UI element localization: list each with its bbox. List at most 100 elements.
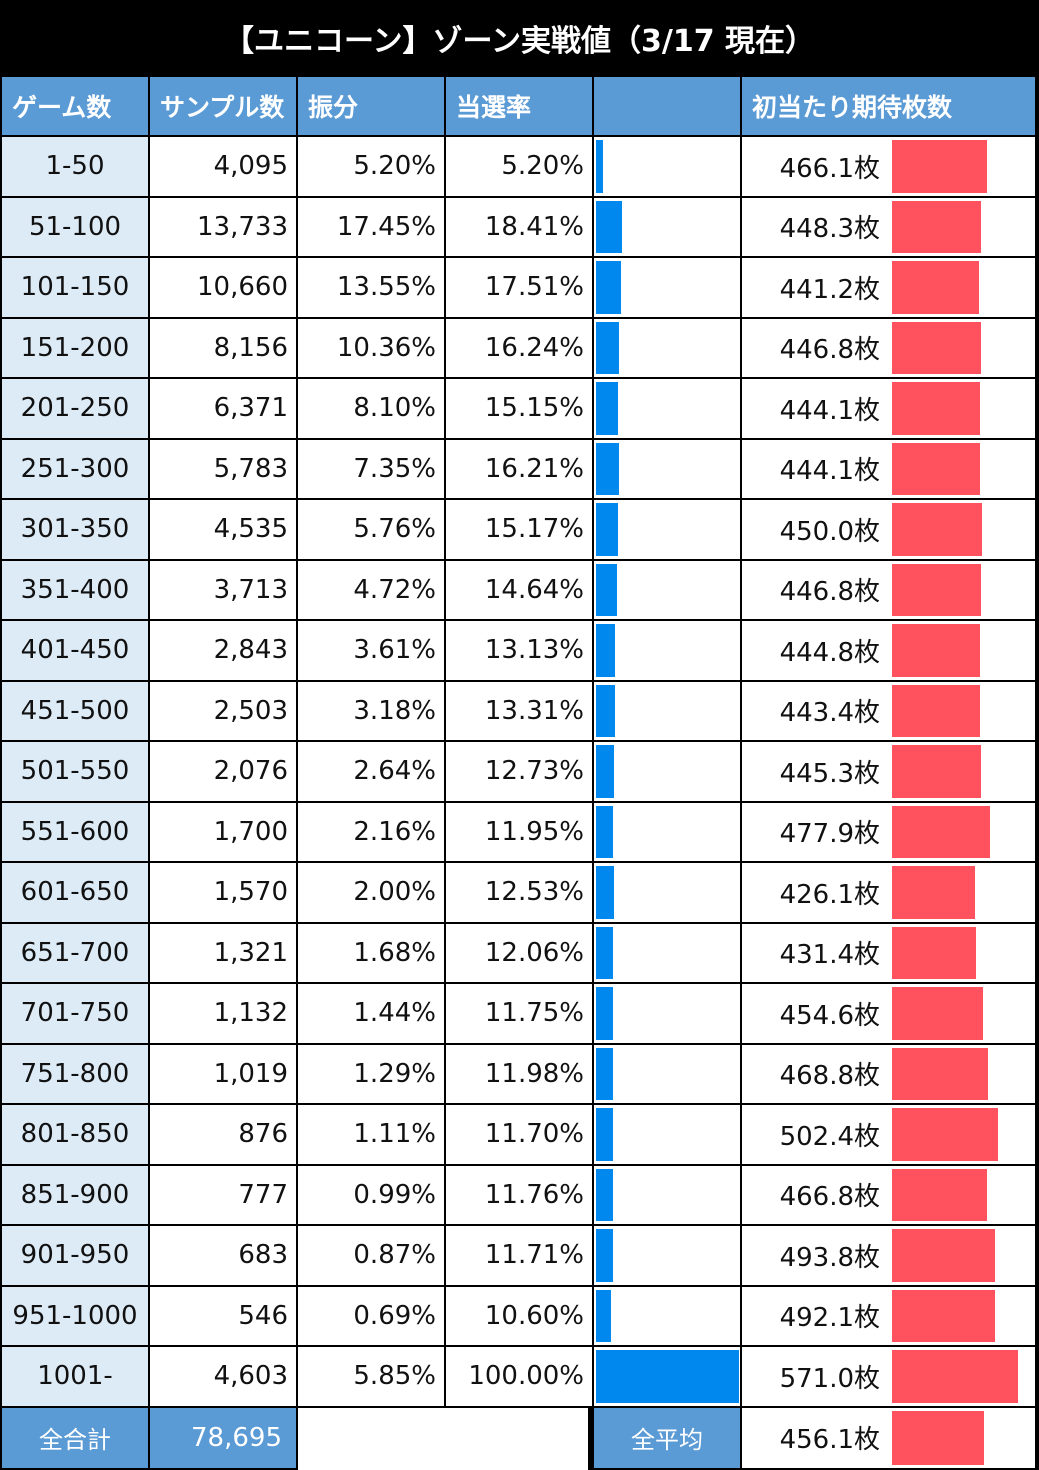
medals-bar bbox=[892, 866, 975, 919]
samples-cell: 1,700 bbox=[150, 802, 296, 861]
zone-cell: 51-100 bbox=[2, 197, 148, 256]
rate-bar-cell bbox=[594, 1044, 740, 1103]
samples-cell: 2,076 bbox=[150, 742, 296, 801]
zone-cell: 951-1000 bbox=[2, 1286, 148, 1345]
header-rate-bar bbox=[594, 77, 740, 135]
header-samples: サンプル数 bbox=[150, 77, 296, 135]
header-medals: 初当たり期待枚数 bbox=[742, 77, 1035, 135]
medals-cell: 571.0枚 bbox=[742, 1347, 888, 1406]
medals-cell: 443.4枚 bbox=[742, 681, 888, 740]
share-cell: 13.55% bbox=[298, 258, 444, 317]
zone-cell: 101-150 bbox=[2, 258, 148, 317]
rate-cell: 17.51% bbox=[446, 258, 592, 317]
medals-cell: 446.8枚 bbox=[742, 318, 888, 377]
samples-cell: 546 bbox=[150, 1286, 296, 1345]
samples-cell: 1,321 bbox=[150, 923, 296, 982]
rate-bar-cell bbox=[594, 1165, 740, 1224]
samples-cell: 10,660 bbox=[150, 258, 296, 317]
medals-cell: 466.1枚 bbox=[742, 137, 888, 196]
zone-cell: 651-700 bbox=[2, 923, 148, 982]
medals-bar bbox=[892, 624, 981, 677]
avg-label: 全平均 bbox=[594, 1407, 740, 1468]
samples-cell: 4,603 bbox=[150, 1347, 296, 1406]
medals-bar bbox=[892, 987, 984, 1040]
medals-bar bbox=[892, 503, 982, 556]
rate-bar bbox=[596, 261, 622, 314]
rate-bar bbox=[596, 1108, 613, 1161]
medals-cell: 454.6枚 bbox=[742, 984, 888, 1043]
zone-cell: 1001- bbox=[2, 1347, 148, 1406]
share-cell: 0.99% bbox=[298, 1165, 444, 1224]
medals-bar bbox=[892, 1229, 996, 1282]
rate-cell: 11.75% bbox=[446, 984, 592, 1043]
medals-bar bbox=[892, 745, 981, 798]
rate-cell: 15.15% bbox=[446, 379, 592, 438]
share-cell: 5.85% bbox=[298, 1347, 444, 1406]
samples-cell: 1,132 bbox=[150, 984, 296, 1043]
rate-cell: 11.71% bbox=[446, 1226, 592, 1285]
rate-bar bbox=[596, 624, 615, 677]
rate-bar bbox=[596, 1229, 613, 1282]
rate-bar bbox=[596, 140, 604, 193]
rate-cell: 12.73% bbox=[446, 742, 592, 801]
samples-cell: 8,156 bbox=[150, 318, 296, 377]
medals-cell: 441.2枚 bbox=[742, 258, 888, 317]
medals-bar bbox=[892, 140, 987, 193]
rate-bar bbox=[596, 805, 614, 858]
zone-cell: 201-250 bbox=[2, 379, 148, 438]
medals-bar bbox=[892, 1350, 1019, 1403]
rate-bar bbox=[596, 745, 615, 798]
rate-cell: 18.41% bbox=[446, 197, 592, 256]
medals-bar bbox=[892, 1168, 988, 1221]
page-title: 【ユニコーン】ゾーン実戦値（3/17 現在） bbox=[223, 23, 816, 59]
zone-table: ゲーム数 サンプル数 振分 当選率 初当たり期待枚数 1-50 4,095 5.20% 5.20… bbox=[0, 75, 1039, 1470]
footer-blank bbox=[298, 1407, 588, 1470]
samples-cell: 1,570 bbox=[150, 863, 296, 922]
rate-bar bbox=[596, 987, 613, 1040]
samples-cell: 1,019 bbox=[150, 1044, 296, 1103]
rate-cell: 13.13% bbox=[446, 621, 592, 680]
samples-cell: 5,783 bbox=[150, 439, 296, 498]
zone-cell: 801-850 bbox=[2, 1105, 148, 1164]
medals-bar bbox=[892, 1108, 998, 1161]
samples-cell: 2,503 bbox=[150, 681, 296, 740]
medals-bar bbox=[892, 805, 991, 858]
share-cell: 1.11% bbox=[298, 1105, 444, 1164]
header-rate: 当選率 bbox=[446, 77, 592, 135]
share-cell: 8.10% bbox=[298, 379, 444, 438]
zone-cell: 401-450 bbox=[2, 621, 148, 680]
zone-cell: 601-650 bbox=[2, 863, 148, 922]
medals-cell: 448.3枚 bbox=[742, 197, 888, 256]
rate-cell: 100.00% bbox=[446, 1347, 592, 1406]
rate-bar-cell bbox=[594, 500, 740, 559]
rate-cell: 13.31% bbox=[446, 681, 592, 740]
rate-bar-cell bbox=[594, 984, 740, 1043]
share-cell: 2.64% bbox=[298, 742, 444, 801]
medals-cell: 468.8枚 bbox=[742, 1044, 888, 1103]
rate-bar bbox=[596, 1350, 739, 1403]
rate-bar-cell bbox=[594, 379, 740, 438]
rate-bar-cell bbox=[594, 802, 740, 861]
zone-cell: 1-50 bbox=[2, 137, 148, 196]
medals-bar bbox=[892, 1047, 988, 1100]
medals-cell: 493.8枚 bbox=[742, 1226, 888, 1285]
rate-cell: 11.70% bbox=[446, 1105, 592, 1164]
share-cell: 17.45% bbox=[298, 197, 444, 256]
share-cell: 10.36% bbox=[298, 318, 444, 377]
rate-bar bbox=[596, 442, 620, 495]
rate-cell: 16.24% bbox=[446, 318, 592, 377]
medals-cell: 444.1枚 bbox=[742, 379, 888, 438]
share-cell: 1.68% bbox=[298, 923, 444, 982]
medals-cell: 502.4枚 bbox=[742, 1105, 888, 1164]
zone-cell: 501-550 bbox=[2, 742, 148, 801]
rate-bar-cell bbox=[594, 923, 740, 982]
medals-cell: 431.4枚 bbox=[742, 923, 888, 982]
avg-medals-bar bbox=[892, 1410, 984, 1465]
rate-cell: 14.64% bbox=[446, 560, 592, 619]
rate-cell: 12.53% bbox=[446, 863, 592, 922]
samples-cell: 3,713 bbox=[150, 560, 296, 619]
share-cell: 5.20% bbox=[298, 137, 444, 196]
rate-bar bbox=[596, 1289, 612, 1342]
rate-cell: 16.21% bbox=[446, 439, 592, 498]
